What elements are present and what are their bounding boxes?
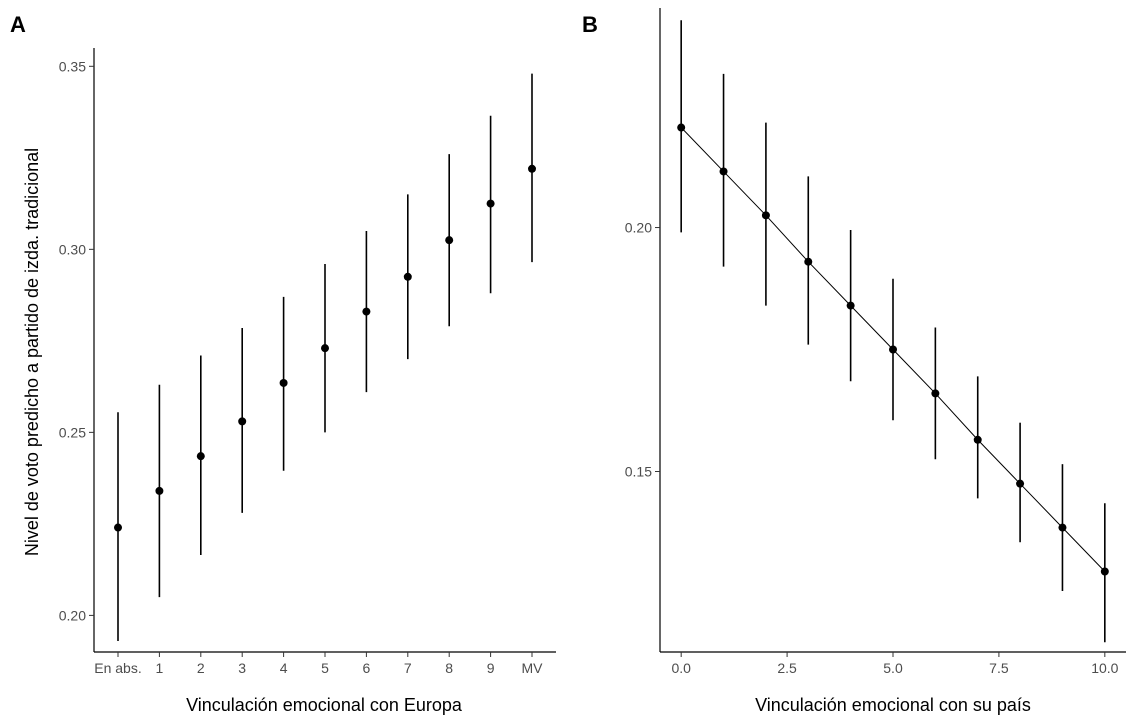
panel-a-x-tick-label: 9 xyxy=(487,660,495,676)
panel-b-y-ticks: 0.15 0.20 xyxy=(625,220,660,479)
panel-a-x-tick-label: 2 xyxy=(197,660,205,676)
panel-b-x-axis-title: Vinculación emocional con su país xyxy=(755,695,1031,715)
panel-b-point xyxy=(719,167,728,176)
panel-b-y-tick-label: 0.15 xyxy=(625,463,652,479)
panel-a-point xyxy=(279,378,288,387)
panel-b-point xyxy=(931,389,940,398)
panel-a-x-axis-title: Vinculación emocional con Europa xyxy=(186,695,463,715)
panel-a-y-tick-label: 0.20 xyxy=(59,607,86,623)
panel-b-point xyxy=(1016,479,1025,488)
panel-a-marks xyxy=(114,73,536,642)
panel-a-point xyxy=(114,523,122,532)
panel-a-point xyxy=(528,164,536,173)
panel-b-point xyxy=(973,435,982,444)
panel-b-point xyxy=(804,257,813,266)
panel-b-x-tick-label: 0.0 xyxy=(671,660,691,676)
panel-b-x-tick-label: 10.0 xyxy=(1091,660,1118,676)
panel-a-y-tick-label: 0.30 xyxy=(59,241,86,257)
panel-a-point xyxy=(486,199,495,208)
panel-a-x-tick-label: 4 xyxy=(280,660,288,676)
panel-a-label: A xyxy=(10,12,26,37)
panel-a-point xyxy=(445,236,454,245)
panel-a-x-tick-label: En abs. xyxy=(94,660,141,676)
panel-a-point xyxy=(155,486,164,495)
panel-a: A 0.20 0.25 0.30 0.35 En abs. 1 2 3 4 5 6 7 8 9 MV Vi… xyxy=(10,12,556,715)
panel-b-point xyxy=(846,301,855,310)
panel-a-y-tick-label: 0.25 xyxy=(59,424,86,440)
panel-b-x-tick-label: 5.0 xyxy=(883,660,903,676)
panel-b-x-tick-label: 2.5 xyxy=(777,660,797,676)
panel-b-label: B xyxy=(582,12,598,37)
panel-a-x-tick-label: 5 xyxy=(321,660,329,676)
panel-b-x-ticks: 0.0 2.5 5.0 7.5 10.0 xyxy=(671,652,1119,676)
panel-a-x-tick-label: 7 xyxy=(404,660,412,676)
panel-a-point xyxy=(403,272,412,281)
panel-b-point xyxy=(677,123,686,132)
panel-a-x-tick-label: 3 xyxy=(238,660,246,676)
panel-b-point xyxy=(889,345,897,354)
panel-a-point xyxy=(362,307,371,316)
panel-a-y-ticks: 0.20 0.25 0.30 0.35 xyxy=(59,58,94,623)
panel-a-y-axis-title: Nivel de voto predicho a partido de izda… xyxy=(22,148,42,556)
panel-a-x-tick-label: MV xyxy=(522,660,544,676)
panel-b-point xyxy=(1058,523,1067,532)
panel-a-y-tick-label: 0.35 xyxy=(59,58,86,74)
panel-a-x-tick-label: 8 xyxy=(445,660,453,676)
panel-a-x-tick-label: 6 xyxy=(363,660,371,676)
panel-b-x-tick-label: 7.5 xyxy=(989,660,1009,676)
panel-a-x-tick-label: 1 xyxy=(156,660,164,676)
panel-a-x-ticks: En abs. 1 2 3 4 5 6 7 8 9 MV xyxy=(94,652,543,676)
panel-b-point xyxy=(761,211,770,220)
panel-b-y-tick-label: 0.20 xyxy=(625,220,652,236)
panel-b-marks xyxy=(677,20,1109,643)
panel-a-point xyxy=(196,452,205,461)
panel-a-point xyxy=(238,417,247,426)
panel-b: B 0.15 0.20 0.0 2.5 5.0 7.5 10.0 Vinculación … xyxy=(582,8,1126,715)
panel-b-point xyxy=(1100,567,1109,576)
panel-a-point xyxy=(321,344,329,353)
